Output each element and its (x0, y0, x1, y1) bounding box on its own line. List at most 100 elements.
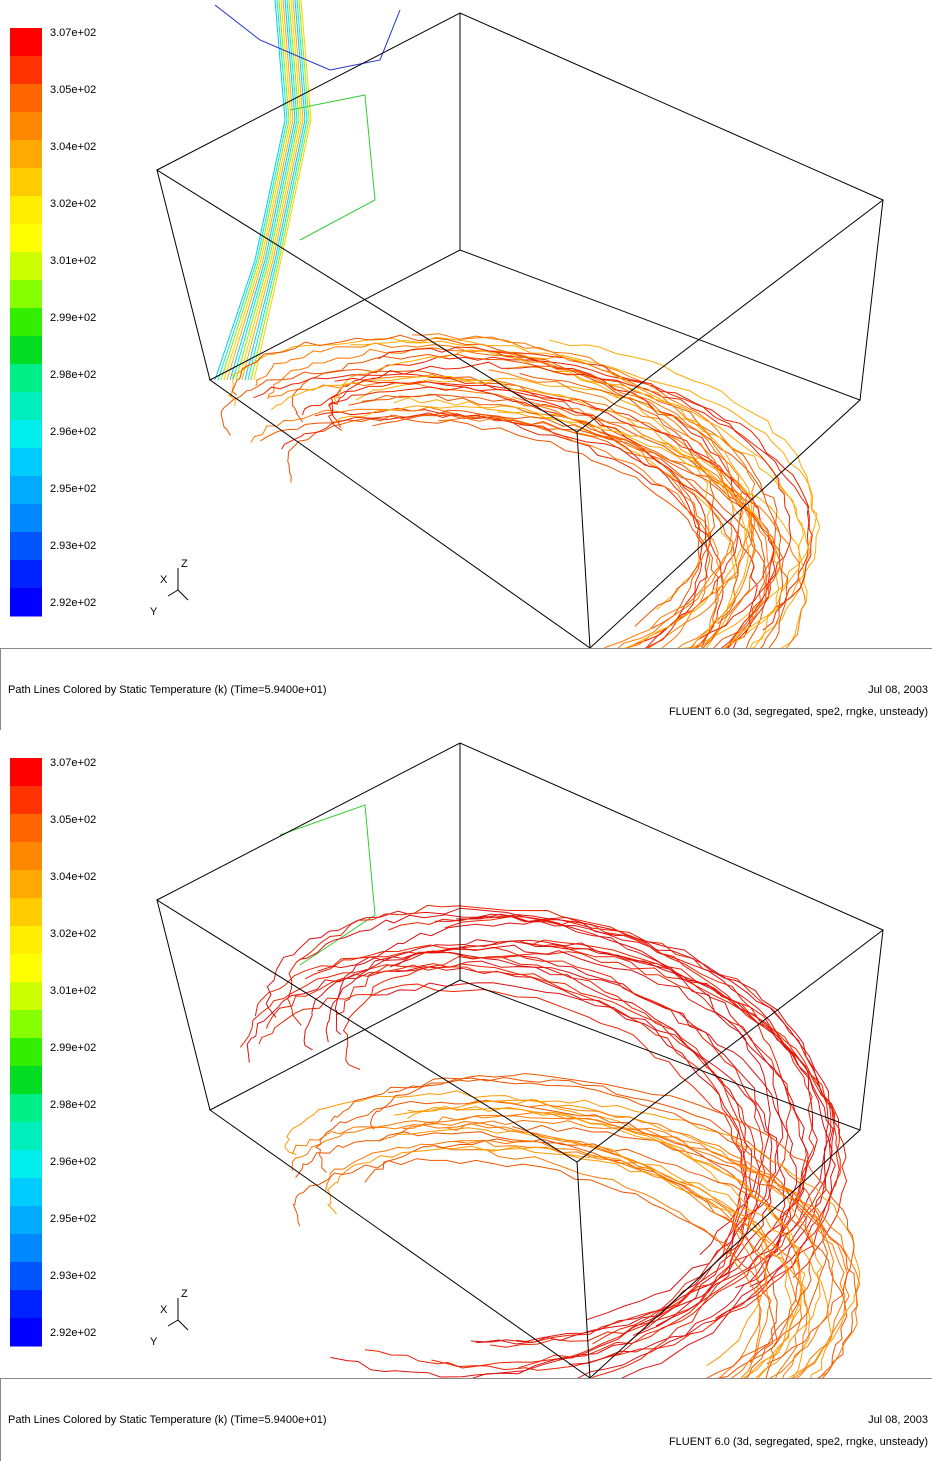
software: FLUENT 6.0 (3d, segregated, spe2, rngke,… (669, 1436, 928, 1448)
caption-box (0, 1378, 932, 1461)
colorbar-band (10, 982, 42, 1011)
colorbar-band (10, 336, 42, 365)
path-line (220, 368, 701, 629)
path-line (326, 1145, 811, 1413)
path-line (247, 0, 308, 381)
path-line (328, 356, 810, 618)
colorbar-band (10, 448, 42, 477)
path-line (226, 0, 294, 381)
path-line (317, 951, 753, 1380)
colorbar-label: 3.04e+02 (50, 871, 96, 883)
colorbar-label: 2.98e+02 (50, 369, 96, 381)
colorbar-band (10, 1234, 42, 1263)
path-line (292, 1120, 761, 1448)
box-edge (859, 199, 884, 401)
colorbar-band (10, 532, 42, 561)
axis-triad (167, 568, 179, 597)
colorbar-label: 3.07e+02 (50, 27, 96, 39)
colorbar-band (10, 364, 42, 393)
path-line (364, 942, 807, 1369)
path-line (214, 4, 401, 71)
path-line (435, 1146, 762, 1461)
colorbar-label: 3.01e+02 (50, 255, 96, 267)
colorbar-band (10, 1290, 42, 1319)
colorbar-band (10, 140, 42, 169)
colorbar-band (10, 1094, 42, 1123)
caption: Path Lines Colored by Static Temperature… (8, 684, 327, 696)
path-line (438, 417, 806, 730)
path-line (289, 94, 376, 241)
colorbar-band (10, 560, 42, 589)
path-line (291, 353, 777, 625)
path-line (395, 960, 798, 1391)
path-line (241, 0, 304, 381)
path-line (333, 349, 821, 646)
path-line (435, 409, 784, 730)
colorbar-band (10, 898, 42, 927)
colorbar-label: 2.96e+02 (50, 426, 96, 438)
box-edge (576, 1161, 591, 1379)
colorbar-band (10, 112, 42, 141)
path-line (370, 982, 786, 1411)
software: FLUENT 6.0 (3d, segregated, spe2, rngke,… (669, 706, 928, 718)
colorbar-band (10, 280, 42, 309)
colorbar-band (10, 504, 42, 533)
colorbar-band (10, 308, 42, 337)
box-edge (576, 431, 591, 649)
colorbar-band (10, 1318, 42, 1347)
colorbar-band (10, 588, 42, 617)
colorbar-band (10, 196, 42, 225)
colorbar-band (10, 224, 42, 253)
path-line (325, 939, 830, 1288)
path-line (292, 1158, 778, 1432)
colorbar-band (10, 1010, 42, 1039)
path-line (369, 1072, 855, 1365)
path-line (232, 0, 298, 381)
colorbar-band (10, 786, 42, 815)
path-line (431, 942, 841, 1371)
colorbar-label: 3.02e+02 (50, 198, 96, 210)
colorbar-band (10, 758, 42, 787)
panel: 3.07e+02 3.05e+02 3.04e+02 3.02e+02 3.01e+02… (0, 0, 932, 730)
colorbar-label: 3.05e+02 (50, 814, 96, 826)
axis-triad (167, 1298, 179, 1327)
colorbar-label: 2.92e+02 (50, 1327, 96, 1339)
axis-label: Y (150, 1336, 158, 1348)
colorbar-label: 2.92e+02 (50, 597, 96, 609)
path-line (253, 373, 709, 709)
colorbar-label: 3.04e+02 (50, 141, 96, 153)
colorbar-band (10, 842, 42, 871)
path-line (334, 920, 836, 1256)
colorbar-label: 2.95e+02 (50, 483, 96, 495)
colorbar-label: 2.93e+02 (50, 540, 96, 552)
path-line (330, 955, 773, 1378)
path-line (265, 907, 771, 1255)
path-line (330, 1078, 815, 1388)
path-line (407, 1099, 861, 1434)
colorbar-label: 2.99e+02 (50, 312, 96, 324)
colorbar-band (10, 84, 42, 113)
colorbar-label: 2.98e+02 (50, 1099, 96, 1111)
panel: 3.07e+02 3.05e+02 3.04e+02 3.02e+02 3.01e+02… (0, 742, 932, 1461)
path-line (235, 0, 300, 381)
box-edge (155, 12, 884, 433)
path-line (279, 804, 376, 966)
path-line (388, 915, 815, 1344)
colorbar-label: 3.02e+02 (50, 928, 96, 940)
path-line (254, 950, 748, 1345)
colorbar-band (10, 252, 42, 281)
path-line (231, 334, 716, 627)
colorbar-label: 3.07e+02 (50, 757, 96, 769)
colorbar-band (10, 1066, 42, 1095)
colorbar-label: 2.99e+02 (50, 1042, 96, 1054)
colorbar-label: 3.01e+02 (50, 985, 96, 997)
path-line (223, 0, 292, 381)
path-line (389, 940, 836, 1365)
path-line (287, 904, 792, 1232)
colorbar-band (10, 1206, 42, 1235)
colorbar-band (10, 168, 42, 197)
path-line (244, 0, 306, 381)
path-line (255, 342, 735, 652)
axis-triad (177, 1319, 189, 1331)
